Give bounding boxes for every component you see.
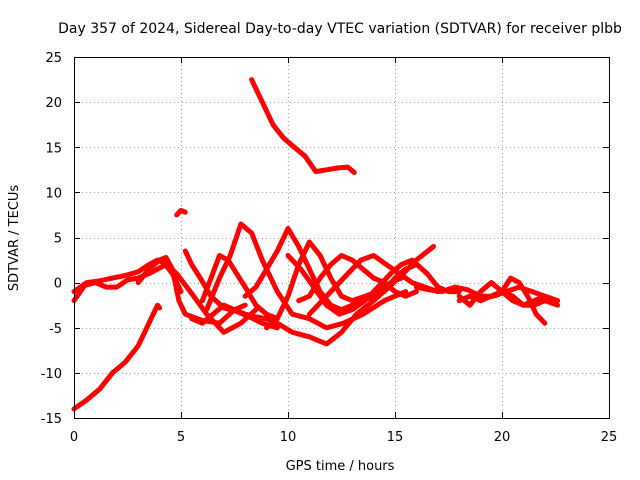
x-tick-label: 0 — [70, 430, 78, 445]
series-sat-j — [249, 77, 357, 175]
axis-ticks: 0 5 10 15 20 25 -15 -10 -5 0 5 10 15 20 25 — [41, 51, 618, 445]
y-tick-label: 25 — [45, 51, 62, 66]
y-tick-label: 20 — [45, 96, 62, 111]
x-tick-label: 15 — [387, 430, 404, 445]
series-sat-d — [135, 254, 248, 326]
series-sat-c — [71, 257, 184, 295]
series-sat-e — [174, 207, 188, 218]
series-sat-i — [199, 253, 280, 322]
series-sat-l — [264, 239, 404, 331]
y-tick-label: -5 — [49, 322, 62, 337]
series-sat-o — [306, 253, 441, 317]
y-tick-label: 0 — [54, 277, 62, 292]
x-tick-label: 20 — [494, 430, 511, 445]
y-axis-label: SDTVAR / TECUs — [7, 185, 22, 292]
grid — [74, 57, 609, 418]
chart-title: Day 357 of 2024, Sidereal Day-to-day VTE… — [58, 21, 622, 37]
y-tick-label: -10 — [41, 367, 62, 382]
x-tick-label: 5 — [177, 430, 185, 445]
data-series-group — [71, 77, 561, 412]
x-axis-label: GPS time / hours — [286, 459, 395, 474]
x-tick-label: 10 — [280, 430, 297, 445]
series-sat-b — [71, 262, 259, 335]
y-tick-label: -15 — [41, 412, 62, 427]
series-sat-m — [285, 253, 462, 317]
series-sat-s — [488, 289, 561, 308]
series-sat-a — [71, 302, 163, 412]
y-tick-label: 5 — [54, 232, 62, 247]
x-tick-label: 25 — [601, 430, 618, 445]
y-tick-label: 10 — [45, 186, 62, 201]
y-tick-label: 15 — [45, 141, 62, 156]
